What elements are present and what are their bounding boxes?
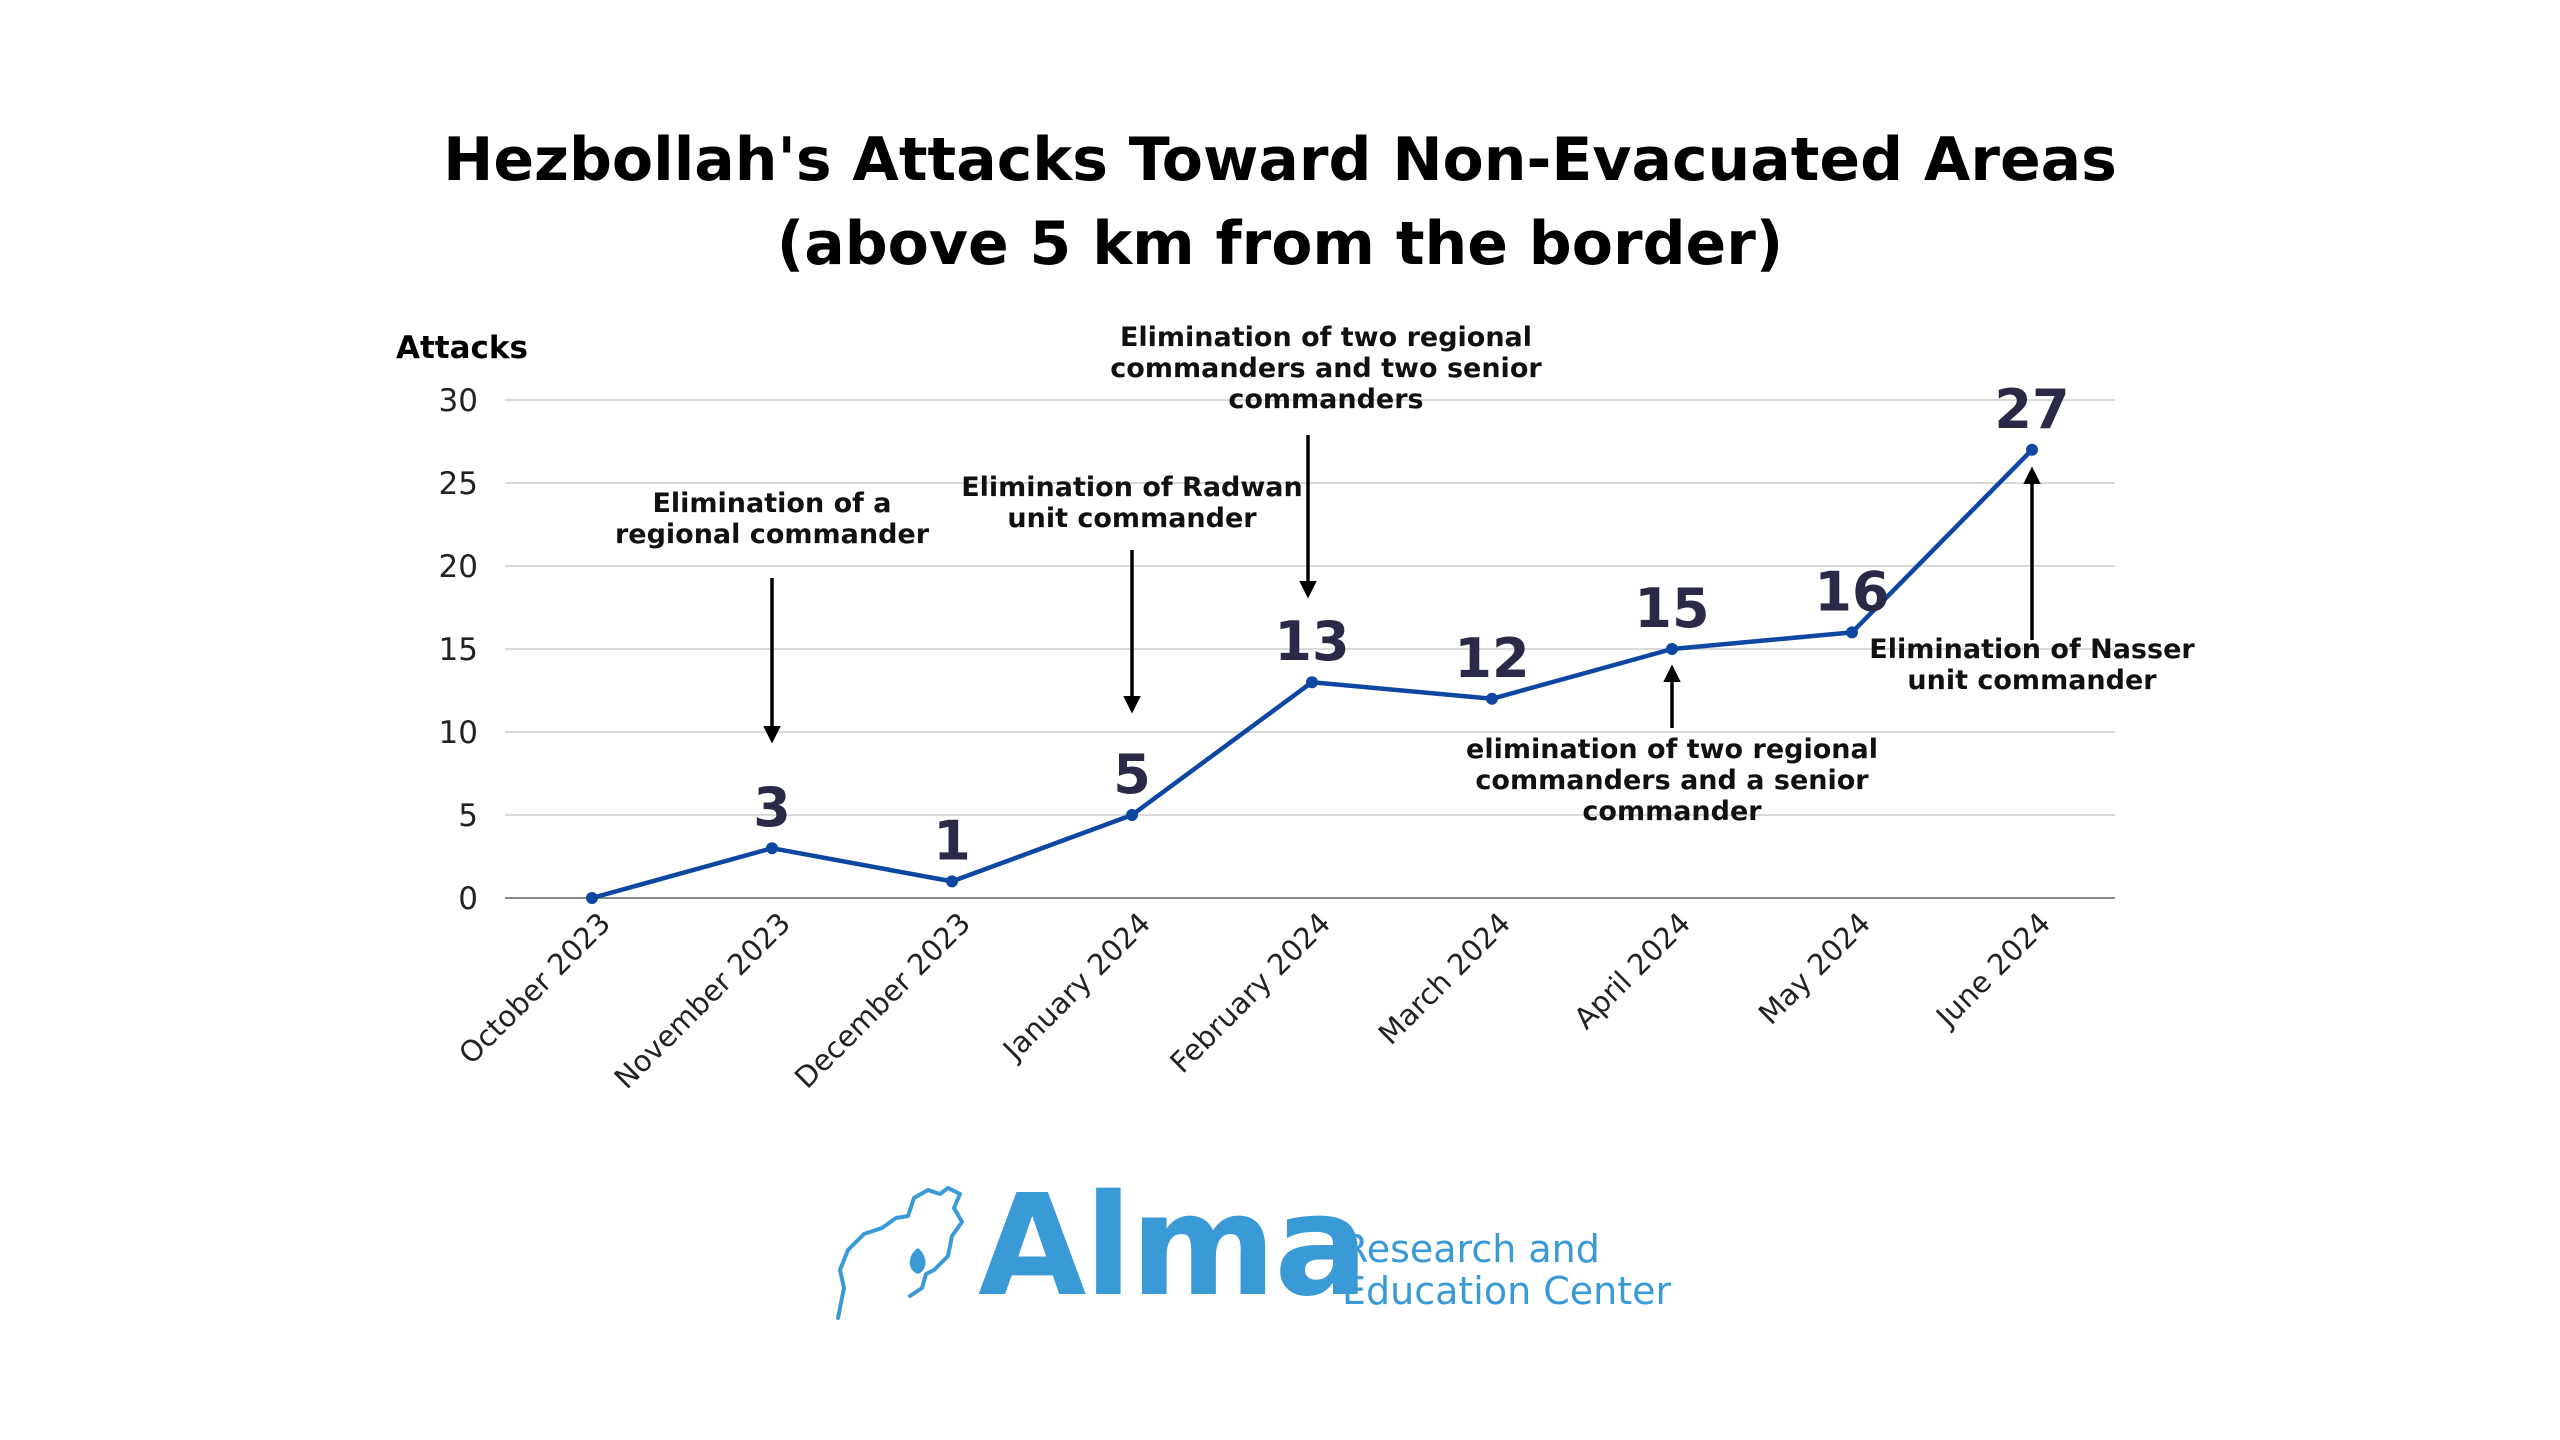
y-tick-label: 30 <box>439 383 478 419</box>
title-line-2: (above 5 km from the border) <box>776 209 1784 279</box>
x-tick-label: December 2023 <box>788 906 977 1095</box>
annotation-text: Elimination of two regional <box>1120 322 1532 353</box>
logo-tagline-line-1: Research and <box>1342 1227 1600 1271</box>
y-tick-label: 10 <box>439 715 478 751</box>
annotation-text: commander <box>1582 796 1762 827</box>
data-point <box>1666 643 1678 655</box>
y-tick-label: 15 <box>439 632 478 668</box>
data-point <box>1486 692 1498 705</box>
annotation-text: Elimination of a <box>652 488 891 519</box>
y-axis-label: Attacks <box>396 330 528 366</box>
annotation-text: commanders and two senior <box>1110 353 1542 384</box>
annotation-text: elimination of two regional <box>1466 734 1878 765</box>
data-point <box>1306 676 1318 689</box>
chart-title: Hezbollah's Attacks Toward Non-Evacuated… <box>0 118 2560 286</box>
data-point <box>2026 443 2038 456</box>
y-tick-label: 25 <box>439 466 478 502</box>
data-point <box>586 892 598 904</box>
annotation-text: regional commander <box>615 519 930 550</box>
x-tick-label: March 2024 <box>1372 906 1517 1051</box>
data-point <box>1846 626 1858 639</box>
logo-tagline: Research and Education Center <box>1342 1228 1671 1312</box>
data-point <box>766 842 778 855</box>
data-label: 16 <box>1814 560 1889 623</box>
alma-logo: Alma Research and Education Center <box>830 1172 1730 1328</box>
data-label: 5 <box>1113 743 1151 806</box>
data-point <box>1126 809 1138 821</box>
annotation-text: unit commander <box>1907 665 2157 696</box>
logo-wordmark: Alma <box>978 1165 1369 1328</box>
x-tick-label: February 2024 <box>1163 906 1337 1080</box>
x-tick-label: May 2024 <box>1752 906 1877 1031</box>
annotation-text: Elimination of Radwan <box>961 472 1303 503</box>
data-label: 13 <box>1274 610 1349 673</box>
y-tick-label: 5 <box>458 798 478 834</box>
data-label: 12 <box>1454 627 1529 690</box>
x-tick-label: June 2024 <box>1928 906 2057 1035</box>
data-label: 27 <box>1994 378 2069 441</box>
map-outline-icon <box>836 1186 964 1320</box>
data-point <box>946 875 958 888</box>
y-tick-label: 0 <box>458 881 478 917</box>
annotation-text: unit commander <box>1007 503 1257 534</box>
data-label: 15 <box>1634 577 1709 640</box>
y-tick-label: 20 <box>439 549 478 585</box>
annotation-text: commanders and a senior <box>1475 765 1869 796</box>
x-tick-label: April 2024 <box>1567 906 1697 1036</box>
logo-tagline-line-2: Education Center <box>1342 1269 1672 1313</box>
data-label: 1 <box>933 809 971 872</box>
annotation-text: commanders <box>1228 384 1423 415</box>
data-label: 3 <box>753 776 791 839</box>
x-tick-label: October 2023 <box>452 906 617 1071</box>
x-tick-label: November 2023 <box>608 906 797 1095</box>
title-line-1: Hezbollah's Attacks Toward Non-Evacuated… <box>443 125 2117 195</box>
x-tick-label: January 2024 <box>995 906 1157 1068</box>
